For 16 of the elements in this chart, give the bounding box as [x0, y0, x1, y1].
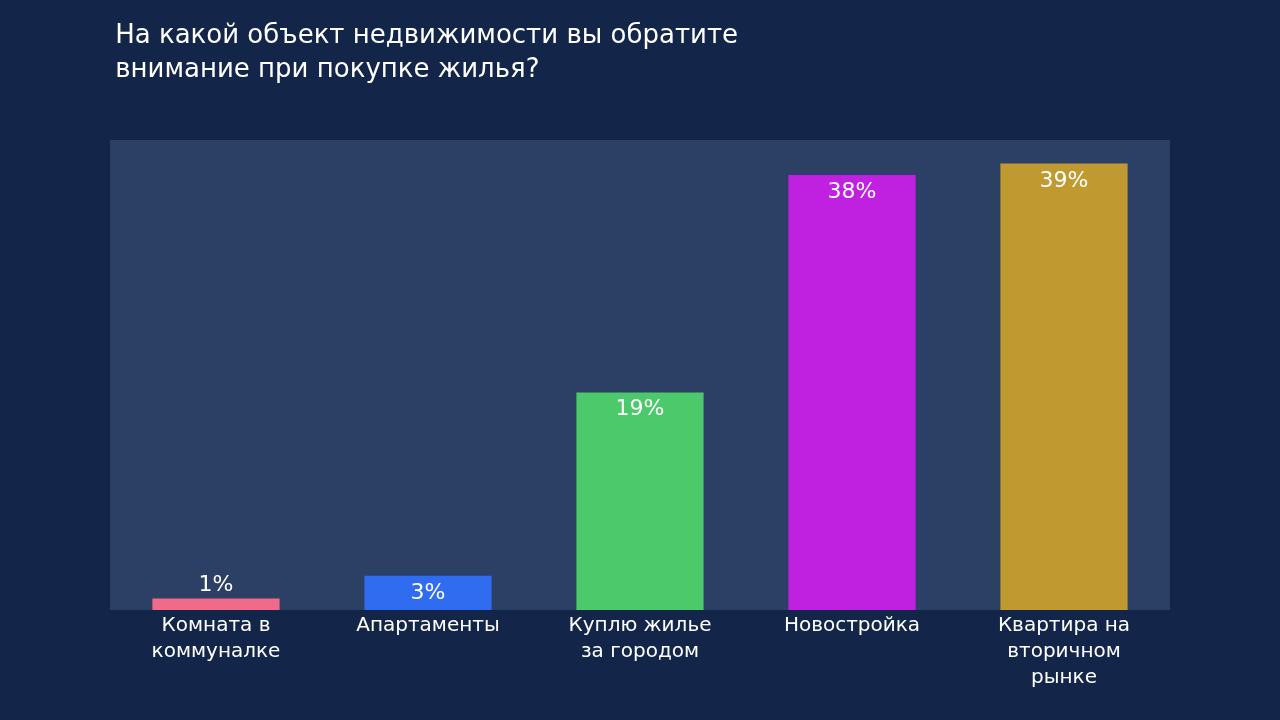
bar — [152, 598, 280, 610]
data-label: 3% — [410, 578, 446, 604]
x-tick-label: Апартаменты — [356, 612, 500, 636]
data-label: 19% — [615, 395, 665, 421]
bar — [576, 392, 704, 610]
x-tick-label: Куплю жилье за городом — [568, 612, 712, 662]
bar — [1000, 163, 1128, 610]
bar — [788, 174, 916, 610]
data-label: 38% — [827, 177, 877, 203]
x-tick-label: Комната в коммуналке — [151, 612, 281, 662]
data-label: 39% — [1039, 166, 1089, 192]
x-tick-label: Новостройка — [783, 612, 921, 636]
data-label: 1% — [198, 570, 234, 596]
chart-title: На какой объект недвижимости вы обратите внимание при покупке жилья? — [115, 19, 739, 83]
bar — [364, 575, 492, 610]
x-tick-label: Квартира на вторичном рынке — [997, 612, 1131, 688]
